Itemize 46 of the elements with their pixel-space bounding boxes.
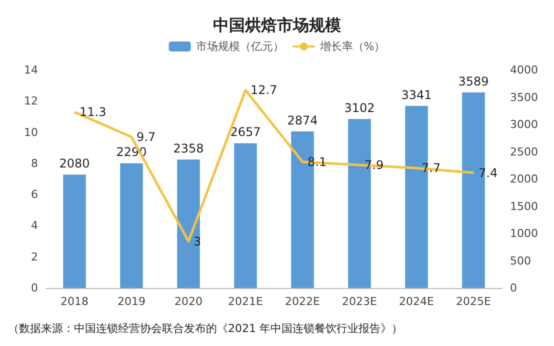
y2-tick-label: 1500 bbox=[510, 200, 538, 213]
y2-tick-label: 500 bbox=[510, 254, 531, 268]
data-label: 2874 bbox=[287, 113, 318, 128]
legend-label: 增长率（%） bbox=[318, 40, 386, 53]
y2-tick-label: 1000 bbox=[510, 227, 538, 240]
y2-tick-label: 2500 bbox=[510, 145, 538, 158]
y-tick-label: 12 bbox=[24, 94, 38, 108]
y-tick-label: 6 bbox=[31, 188, 38, 202]
data-label: 2080 bbox=[59, 156, 90, 171]
y2-tick-label: 3000 bbox=[510, 118, 538, 131]
x-tick-label: 2018 bbox=[60, 295, 88, 308]
y2-tick-label: 3500 bbox=[510, 90, 538, 104]
y-tick-label: 14 bbox=[24, 64, 38, 76]
bar bbox=[177, 159, 200, 288]
bar bbox=[120, 163, 143, 288]
x-tick-label: 2023E bbox=[342, 295, 378, 308]
data-label: 2358 bbox=[173, 141, 204, 156]
y-tick-label: 2 bbox=[31, 250, 38, 264]
text: （数据来源：中国连锁经营协会联合发布的《2021 年中国连锁餐饮行业报告》） bbox=[8, 322, 402, 335]
x-tick-label: 2020 bbox=[174, 295, 202, 308]
data-label: 3102 bbox=[344, 100, 375, 115]
y2-tick-label: 2000 bbox=[510, 172, 538, 186]
y-tick-label: 8 bbox=[31, 156, 38, 170]
data-label: 3341 bbox=[401, 88, 432, 102]
y2-tick-label: 0 bbox=[510, 282, 517, 294]
y-tick-label: 4 bbox=[31, 219, 38, 232]
bar bbox=[63, 174, 86, 288]
data-label: 7.9 bbox=[364, 158, 384, 172]
data-label: 7.7 bbox=[422, 161, 441, 176]
x-tick-label: 2024E bbox=[399, 295, 434, 308]
y2-tick-label: 4000 bbox=[510, 64, 538, 76]
legend-label: 市场规模（亿元） bbox=[196, 40, 284, 53]
chart-title: 中国烘焙市场规模 bbox=[213, 16, 341, 34]
y-tick-label: 0 bbox=[31, 282, 38, 294]
x-tick-label: 2022E bbox=[285, 295, 320, 308]
x-tick-label: 2019 bbox=[118, 295, 146, 308]
y-tick-label: 10 bbox=[24, 126, 38, 139]
data-label: 9.7 bbox=[136, 130, 156, 144]
x-tick-label: 2021E bbox=[228, 295, 264, 308]
data-label: 12.7 bbox=[250, 83, 278, 98]
x-tick-label: 2025E bbox=[456, 295, 492, 308]
data-label: 3589 bbox=[458, 74, 489, 88]
data-label: 8.1 bbox=[308, 154, 327, 169]
data-label: 2657 bbox=[230, 125, 261, 140]
data-label: 11.3 bbox=[80, 105, 106, 120]
bar bbox=[234, 143, 257, 288]
